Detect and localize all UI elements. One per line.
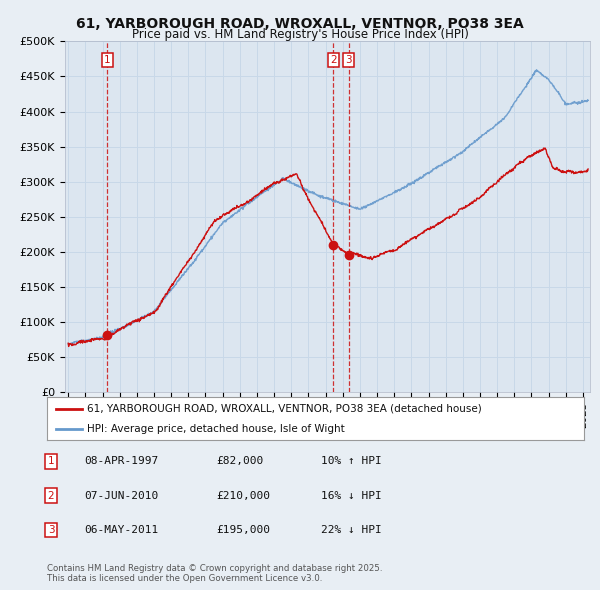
- Text: 61, YARBOROUGH ROAD, WROXALL, VENTNOR, PO38 3EA (detached house): 61, YARBOROUGH ROAD, WROXALL, VENTNOR, P…: [87, 404, 482, 414]
- Text: 3: 3: [346, 55, 352, 65]
- Text: 2: 2: [47, 491, 55, 500]
- Text: 10% ↑ HPI: 10% ↑ HPI: [321, 457, 382, 466]
- Text: Contains HM Land Registry data © Crown copyright and database right 2025.
This d: Contains HM Land Registry data © Crown c…: [47, 563, 382, 583]
- Text: £195,000: £195,000: [216, 525, 270, 535]
- Text: £210,000: £210,000: [216, 491, 270, 500]
- Text: 3: 3: [47, 525, 55, 535]
- Text: 07-JUN-2010: 07-JUN-2010: [84, 491, 158, 500]
- Text: 06-MAY-2011: 06-MAY-2011: [84, 525, 158, 535]
- Text: 22% ↓ HPI: 22% ↓ HPI: [321, 525, 382, 535]
- Text: 08-APR-1997: 08-APR-1997: [84, 457, 158, 466]
- Text: HPI: Average price, detached house, Isle of Wight: HPI: Average price, detached house, Isle…: [87, 424, 345, 434]
- Text: 1: 1: [47, 457, 55, 466]
- Text: £82,000: £82,000: [216, 457, 263, 466]
- Text: 61, YARBOROUGH ROAD, WROXALL, VENTNOR, PO38 3EA: 61, YARBOROUGH ROAD, WROXALL, VENTNOR, P…: [76, 17, 524, 31]
- Text: 2: 2: [330, 55, 337, 65]
- Text: Price paid vs. HM Land Registry's House Price Index (HPI): Price paid vs. HM Land Registry's House …: [131, 28, 469, 41]
- Text: 16% ↓ HPI: 16% ↓ HPI: [321, 491, 382, 500]
- Text: 1: 1: [104, 55, 110, 65]
